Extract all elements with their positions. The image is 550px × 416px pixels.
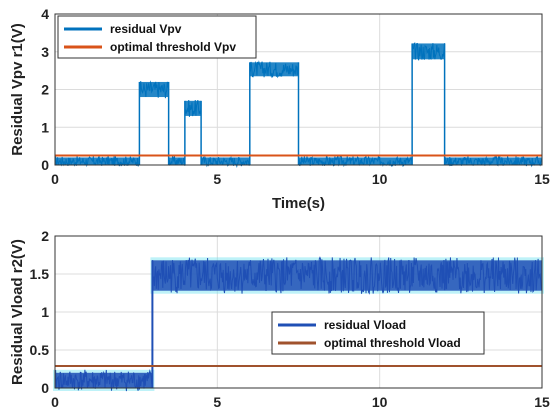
x-tick-label: 15 <box>534 171 550 187</box>
y-tick-label: 4 <box>41 6 49 22</box>
y-tick-label: 0.5 <box>30 342 50 358</box>
y-tick-label: 1 <box>41 304 49 320</box>
y-tick-label: 0 <box>41 380 49 396</box>
data-trace <box>298 155 413 168</box>
y-tick-label: 3 <box>41 44 49 60</box>
legend-box <box>57 15 257 59</box>
data-band <box>444 157 542 165</box>
legend-box <box>271 311 485 355</box>
data-trace <box>411 42 446 61</box>
data-trace <box>444 155 543 168</box>
legend-label: optimal threshold Vload <box>324 336 461 350</box>
x-tick-label: 0 <box>51 171 59 187</box>
y-tick-label: 2 <box>41 228 49 244</box>
data-trace <box>54 369 153 392</box>
y-tick-label: 1.5 <box>30 266 50 282</box>
plot-2: 0 5 10 15 0 0.5 1 1.5 2 Residual Vload r2(V) resid… <box>9 228 550 410</box>
legend: residual Vload optimal threshold Vload <box>271 311 485 355</box>
axes-box <box>54 13 543 166</box>
legend-label: optimal threshold Vpv <box>110 40 236 54</box>
x-tick-label: 0 <box>51 394 59 410</box>
plot-1: 0 5 10 15 0 1 2 3 4 Time(s) Residual Vpv r1(V) resi… <box>9 6 550 212</box>
x-tick-label: 15 <box>534 394 550 410</box>
data-trace <box>249 60 299 79</box>
data-trace <box>151 256 543 295</box>
legend-label: residual Vpv <box>110 22 182 36</box>
data-trace <box>168 155 186 166</box>
x-tick-label: 10 <box>372 394 388 410</box>
series-1 <box>53 256 544 392</box>
axes-box <box>54 235 543 389</box>
y-axis-label: Residual Vpv r1(V) <box>9 23 26 156</box>
y-tick-label: 1 <box>41 119 49 135</box>
x-tick-label: 5 <box>213 394 221 410</box>
x-tick-label: 10 <box>372 171 388 187</box>
data-trace <box>138 80 169 99</box>
data-trace <box>200 155 251 168</box>
x-axis-label: Time(s) <box>272 195 325 212</box>
x-tick-label: 5 <box>213 171 221 187</box>
y-tick-label: 0 <box>41 157 49 173</box>
series-1 <box>54 42 543 168</box>
legend-label: residual Vload <box>324 318 406 332</box>
legend: residual Vpv optimal threshold Vpv <box>57 15 257 59</box>
y-tick-label: 2 <box>41 82 49 98</box>
data-trace <box>184 99 202 117</box>
y-axis-label: Residual Vload r2(V) <box>9 239 26 385</box>
